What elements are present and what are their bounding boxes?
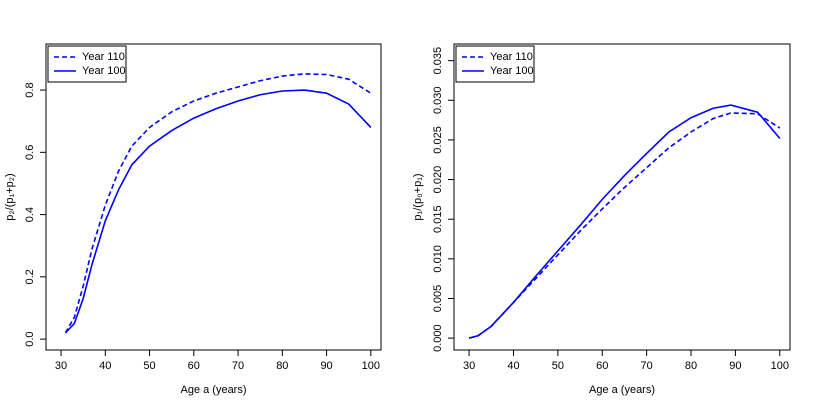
y-axis-label: p₂/(p₁+p₂) <box>4 173 16 220</box>
x-tick-label: 30 <box>55 360 67 372</box>
x-axis-label: Age a (years) <box>180 384 246 396</box>
x-tick-label: 80 <box>276 360 288 372</box>
y-tick-label: 0.020 <box>432 166 444 194</box>
legend-label: Year 100 <box>490 65 534 77</box>
y-tick-label: 0.035 <box>432 47 444 75</box>
y-tick-label: 0.000 <box>432 324 444 352</box>
y-tick-label: 0.015 <box>432 205 444 233</box>
data-line <box>468 104 781 339</box>
y-tick-label: 0.2 <box>24 269 36 284</box>
y-tick-label: 0.010 <box>432 245 444 273</box>
x-tick-label: 40 <box>507 360 519 372</box>
x-tick-label: 70 <box>232 360 244 372</box>
x-tick-label: 50 <box>552 360 564 372</box>
data-line <box>468 112 781 339</box>
legend-label: Year 110 <box>82 51 125 63</box>
y-tick-label: 0.4 <box>24 207 36 222</box>
y-tick-label: 0.005 <box>432 285 444 313</box>
y-tick-label: 0.6 <box>24 145 36 160</box>
y-tick-label: 0.0 <box>24 331 36 346</box>
x-tick-label: 30 <box>463 360 475 372</box>
y-tick-label: 0.030 <box>432 87 444 115</box>
y-tick-label: 0.8 <box>24 82 36 97</box>
y-axis-label: p₁/(p₀+p₁) <box>412 173 424 220</box>
x-axis-label: Age a (years) <box>589 384 655 396</box>
plot-frame <box>45 43 382 351</box>
x-tick-label: 60 <box>188 360 200 372</box>
x-tick-label: 60 <box>596 360 608 372</box>
legend-label: Year 110 <box>490 51 533 63</box>
x-tick-label: 50 <box>143 360 155 372</box>
x-tick-label: 80 <box>685 360 697 372</box>
legend-label: Year 100 <box>82 65 126 77</box>
data-line <box>64 89 372 334</box>
x-tick-label: 100 <box>771 360 789 372</box>
legend-box <box>455 45 535 83</box>
x-tick-label: 90 <box>729 360 741 372</box>
x-tick-label: 100 <box>362 360 380 372</box>
legend-box <box>47 45 127 83</box>
x-tick-label: 70 <box>641 360 653 372</box>
plot-frame <box>453 43 791 351</box>
x-tick-label: 90 <box>320 360 332 372</box>
y-tick-label: 0.025 <box>432 126 444 154</box>
x-tick-label: 40 <box>99 360 111 372</box>
data-line <box>64 73 372 334</box>
